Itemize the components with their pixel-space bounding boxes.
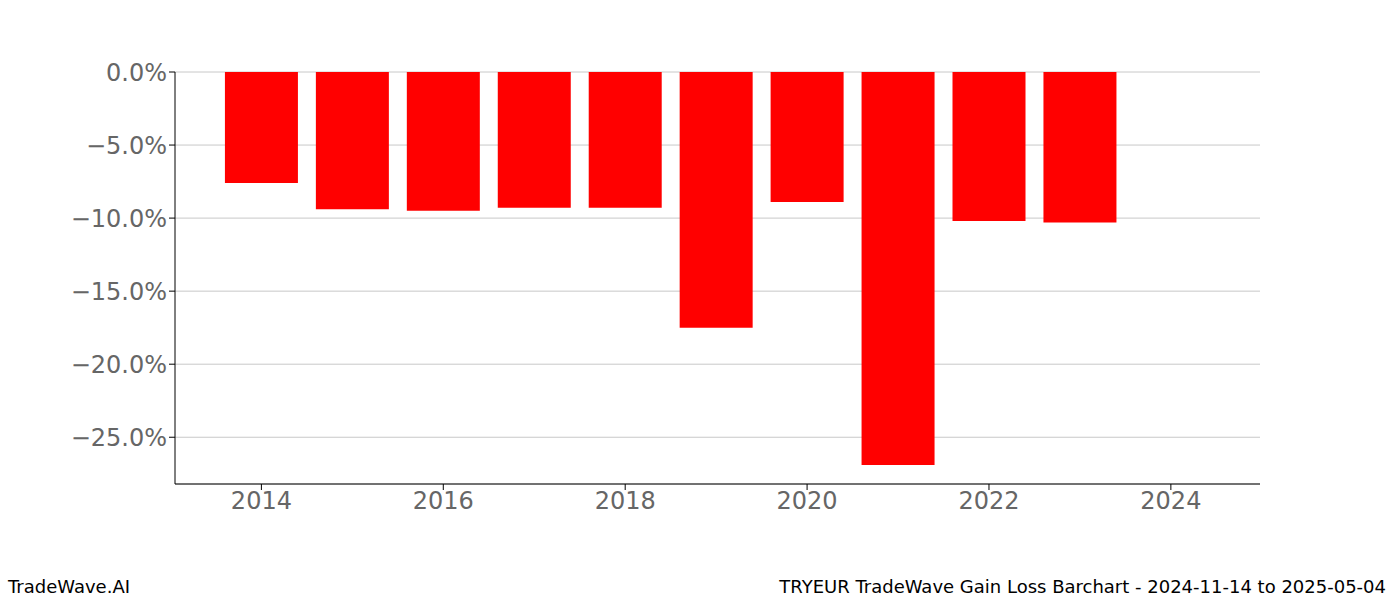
svg-text:2016: 2016 xyxy=(413,487,474,515)
svg-text:−20.0%: −20.0% xyxy=(71,351,167,379)
svg-text:0.0%: 0.0% xyxy=(106,59,167,87)
svg-text:−5.0%: −5.0% xyxy=(86,132,167,160)
svg-text:−10.0%: −10.0% xyxy=(71,205,167,233)
svg-text:2020: 2020 xyxy=(777,487,838,515)
svg-text:−15.0%: −15.0% xyxy=(71,278,167,306)
svg-text:−25.0%: −25.0% xyxy=(71,424,167,452)
html-text:TRYEUR TradeWave Gain Loss Bar: TRYEUR TradeWave Gain Loss Barchart - 20… xyxy=(779,576,1386,597)
html-text:TradeWave.AI: TradeWave.AI xyxy=(8,576,130,597)
svg-text:2024: 2024 xyxy=(1140,487,1201,515)
svg-text:2022: 2022 xyxy=(958,487,1019,515)
svg-text:2014: 2014 xyxy=(231,487,292,515)
svg-text:2018: 2018 xyxy=(595,487,656,515)
